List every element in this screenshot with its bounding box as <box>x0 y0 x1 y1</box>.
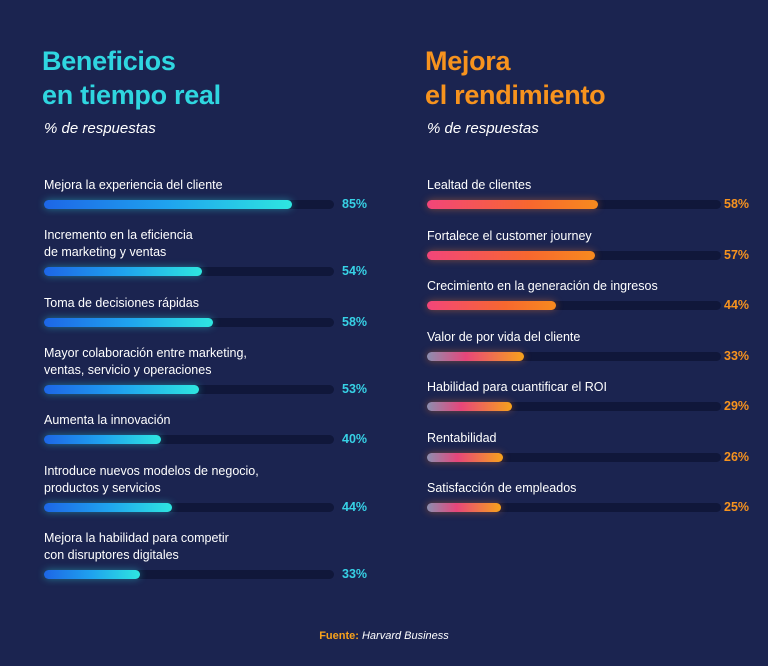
right-bar <box>427 200 598 209</box>
left-panel: Beneficios en tiempo real % de respuestas… <box>42 44 382 581</box>
right-panel: Mejora el rendimiento % de respuestas Lea… <box>425 44 755 514</box>
right-bar-value: 44% <box>724 298 750 312</box>
left-bar-track <box>44 200 334 209</box>
left-chart-subtitle: % de respuestas <box>44 120 156 137</box>
left-bar <box>44 435 161 444</box>
right-bar-track <box>427 352 721 361</box>
right-bar-value: 26% <box>724 450 750 464</box>
right-chart-subtitle: % de respuestas <box>427 120 539 137</box>
right-bar-label: Lealtad de clientes <box>427 178 532 192</box>
left-bar-track <box>44 435 334 444</box>
right-chart-title: Mejora el rendimiento <box>425 46 606 110</box>
left-bar <box>44 200 293 209</box>
right-bar-value: 57% <box>724 248 750 262</box>
left-bar-value: 85% <box>342 197 368 211</box>
right-bar <box>427 251 595 260</box>
left-bar-track <box>44 318 334 327</box>
left-bar-track <box>44 385 334 394</box>
left-bar-value: 44% <box>342 500 368 514</box>
right-bar <box>427 352 525 361</box>
right-bar-track <box>427 402 721 411</box>
source-name: Harvard Business <box>361 630 449 642</box>
left-bar-track <box>44 267 334 276</box>
left-bar <box>44 267 202 276</box>
source-label: Fuente: <box>319 630 359 642</box>
left-bar <box>44 318 214 327</box>
right-bar-track <box>427 251 721 260</box>
left-bar-value: 40% <box>342 432 368 446</box>
right-bar <box>427 301 557 310</box>
right-bar-track <box>427 453 721 462</box>
right-bar <box>427 503 501 512</box>
right-bar-value: 29% <box>724 399 750 413</box>
right-bar-label: Crecimiento en la generación de ingresos <box>427 279 658 293</box>
right-bar <box>427 402 513 411</box>
right-bar-value: 58% <box>724 197 750 211</box>
source-footer: Fuente: Harvard Business <box>0 630 768 642</box>
left-bar-label: Introduce nuevos modelos de negocio, prod… <box>44 464 259 495</box>
right-bar-label: Valor de por vida del cliente <box>427 330 581 344</box>
right-bar-value: 33% <box>724 349 750 363</box>
left-bar <box>44 385 199 394</box>
right-bar-label: Fortalece el customer journey <box>427 229 592 243</box>
right-bar <box>427 453 504 462</box>
left-bar-track <box>44 570 334 579</box>
left-bar-label: Mejora la experiencia del cliente <box>44 178 223 192</box>
right-bar-label: Satisfacción de empleados <box>427 481 577 495</box>
right-bar-label: Habilidad para cuantificar el ROI <box>427 380 607 394</box>
left-bar-value: 58% <box>342 315 368 329</box>
left-bar-value: 54% <box>342 264 368 278</box>
right-bar-label: Rentabilidad <box>427 431 497 445</box>
left-bar <box>44 503 173 512</box>
right-bar-track <box>427 301 721 310</box>
left-bar <box>44 570 141 579</box>
right-bar-track <box>427 503 721 512</box>
left-chart-title: Beneficios en tiempo real <box>42 46 221 110</box>
left-bar-track <box>44 503 334 512</box>
left-bar-value: 53% <box>342 382 368 396</box>
left-bar-value: 33% <box>342 567 368 581</box>
left-bar-label: Mejora la habilidad para competir con dis… <box>44 531 229 562</box>
left-bar-label: Mayor colaboración entre marketing, venta… <box>44 346 247 377</box>
left-bar-label: Toma de decisiones rápidas <box>44 296 199 310</box>
left-bar-label: Aumenta la innovación <box>44 413 171 427</box>
left-bar-label: Incremento en la eficiencia de marketing … <box>44 228 193 259</box>
right-bar-track <box>427 200 721 209</box>
right-bar-value: 25% <box>724 500 750 514</box>
